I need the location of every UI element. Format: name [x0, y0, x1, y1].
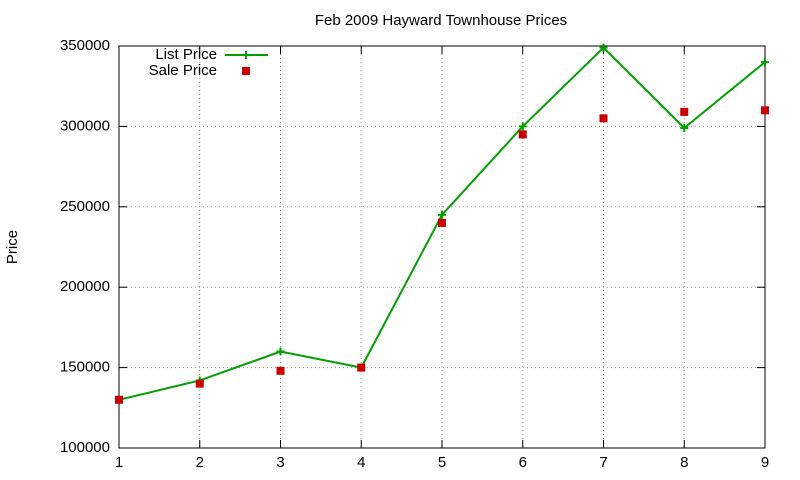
- x-tick-label: 2: [196, 454, 204, 471]
- point: [680, 107, 689, 116]
- point: [680, 124, 689, 133]
- legend-label: Sale Price: [149, 62, 217, 79]
- point: [438, 218, 446, 227]
- legend-marker: [242, 67, 250, 75]
- y-tick-label: 200000: [60, 278, 110, 295]
- point: [276, 366, 285, 375]
- point: [276, 347, 285, 356]
- point: [518, 130, 527, 139]
- x-tick-label: 8: [680, 454, 688, 471]
- point: [761, 58, 769, 67]
- point: [599, 114, 608, 123]
- point: [438, 210, 446, 219]
- x-tick-label: 7: [599, 454, 607, 471]
- legend-marker: [242, 51, 250, 59]
- y-tick-label: 250000: [60, 198, 110, 215]
- plot-frame: [118, 45, 766, 449]
- x-tick-label: 9: [761, 454, 769, 471]
- x-tick-label: 4: [357, 454, 365, 471]
- y-axis-label: Price: [4, 230, 21, 264]
- x-tick-label: 5: [438, 454, 446, 471]
- point: [518, 122, 527, 131]
- y-tick-label: 150000: [60, 359, 110, 376]
- y-tick-label: 100000: [60, 439, 110, 456]
- legend-marker: [242, 67, 250, 75]
- point: [599, 43, 608, 52]
- point: [195, 379, 204, 388]
- legend-marker: [242, 51, 250, 59]
- x-tick-label: 1: [115, 454, 123, 471]
- point: [357, 363, 366, 372]
- legend-label: List Price: [155, 46, 217, 63]
- point: [761, 106, 769, 115]
- point: [115, 395, 123, 404]
- y-tick-label: 350000: [60, 37, 110, 54]
- x-tick-label: 6: [519, 454, 527, 471]
- chart-title: Feb 2009 Hayward Townhouse Prices: [315, 12, 567, 29]
- x-tick-label: 3: [276, 454, 284, 471]
- y-tick-label: 300000: [60, 117, 110, 134]
